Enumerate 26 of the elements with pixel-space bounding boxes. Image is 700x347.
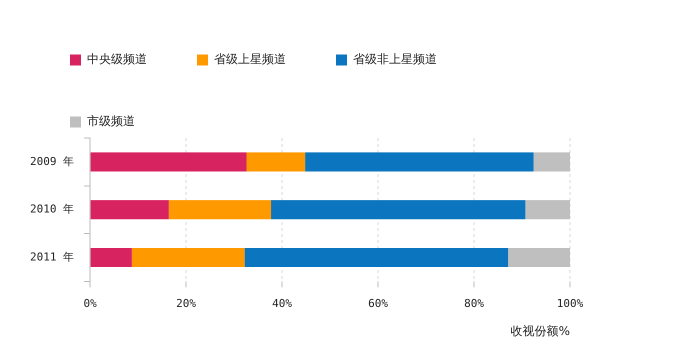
bar — [132, 248, 245, 268]
y-tick-label: 2010 年 — [30, 202, 74, 216]
y-tick-label: 2011 年 — [30, 250, 74, 264]
bar — [246, 152, 306, 172]
bar — [525, 200, 570, 220]
x-tick-label: 60% — [368, 296, 388, 310]
legend-label: 省级非上星频道 — [353, 52, 437, 66]
x-tick-label: 100% — [556, 296, 584, 310]
bar — [90, 248, 132, 268]
bar — [90, 200, 169, 220]
bar — [90, 152, 247, 172]
x-axis-title: 收视份额% — [510, 324, 570, 338]
x-tick-label: 40% — [272, 296, 292, 310]
bar — [508, 248, 570, 268]
y-tick-label: 2009 年 — [30, 154, 74, 168]
legend-label: 省级上星频道 — [214, 52, 286, 66]
legend-label: 市级频道 — [87, 114, 135, 128]
bar — [168, 200, 272, 220]
bar — [534, 152, 570, 172]
legend-label: 中央级频道 — [87, 52, 147, 66]
bar — [305, 152, 534, 172]
x-tick-label: 20% — [176, 296, 196, 310]
bar — [271, 200, 526, 220]
x-tick-label: 0% — [83, 296, 98, 310]
x-tick-label: 80% — [464, 296, 484, 310]
bar — [244, 248, 508, 268]
